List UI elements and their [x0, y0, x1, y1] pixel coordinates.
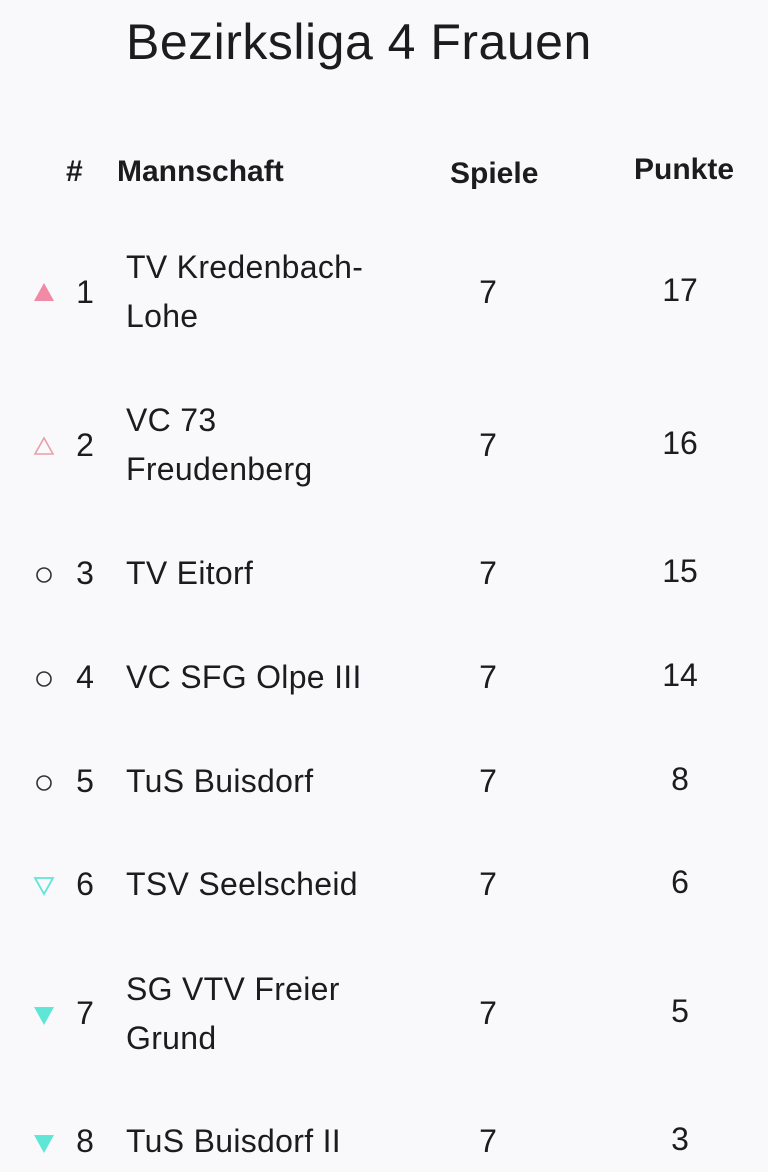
team-cell-line1: TV Kredenbach- — [126, 249, 364, 285]
down-filled-icon — [30, 1002, 58, 1030]
rank-cell: 6 — [76, 866, 94, 902]
points-cell: 8 — [671, 761, 689, 797]
points-cell: 6 — [671, 864, 689, 900]
page-title: Bezirksliga 4 Frauen — [126, 14, 592, 70]
games-cell: 7 — [479, 763, 497, 799]
rank-cell: 3 — [76, 555, 94, 591]
games-cell: 7 — [479, 274, 497, 310]
header-games: Spiele — [450, 157, 539, 190]
circle-icon — [30, 769, 58, 797]
team-cell-line1: TV Eitorf — [126, 555, 254, 591]
team-cell-line2: Grund — [126, 1020, 217, 1056]
games-cell: 7 — [479, 1123, 497, 1159]
rank-cell: 2 — [76, 427, 94, 463]
games-cell: 7 — [479, 995, 497, 1031]
points-cell: 3 — [671, 1121, 689, 1157]
header-rank: # — [66, 155, 83, 188]
team-cell-line1: SG VTV Freier — [126, 971, 340, 1007]
games-cell: 7 — [479, 866, 497, 902]
points-cell: 16 — [662, 425, 698, 461]
points-cell: 15 — [662, 553, 698, 589]
rank-cell: 4 — [76, 659, 94, 695]
down-outline-icon — [30, 872, 58, 900]
games-cell: 7 — [479, 659, 497, 695]
down-filled-icon — [30, 1130, 58, 1158]
points-cell: 14 — [662, 657, 698, 693]
team-cell-line1: TSV Seelscheid — [126, 866, 358, 902]
rank-cell: 1 — [76, 274, 94, 310]
team-cell-line2: Freudenberg — [126, 451, 313, 487]
games-cell: 7 — [479, 427, 497, 463]
team-cell-line1: TuS Buisdorf — [126, 763, 314, 799]
team-cell-line2: Lohe — [126, 298, 199, 334]
team-cell-line1: VC 73 — [126, 402, 217, 438]
circle-icon — [30, 665, 58, 693]
up-filled-icon — [30, 278, 58, 306]
rank-cell: 7 — [76, 995, 94, 1031]
circle-icon — [30, 561, 58, 589]
points-cell: 17 — [662, 272, 698, 308]
rank-cell: 8 — [76, 1123, 94, 1159]
team-cell-line1: TuS Buisdorf II — [126, 1123, 341, 1159]
games-cell: 7 — [479, 555, 497, 591]
header-team: Mannschaft — [117, 155, 284, 188]
table-header: # Mannschaft Spiele Punkte — [0, 146, 768, 202]
rank-cell: 5 — [76, 763, 94, 799]
team-cell-line1: VC SFG Olpe III — [126, 659, 362, 695]
header-points: Punkte — [634, 153, 735, 186]
points-cell: 5 — [671, 993, 689, 1029]
up-outline-icon — [30, 432, 58, 460]
